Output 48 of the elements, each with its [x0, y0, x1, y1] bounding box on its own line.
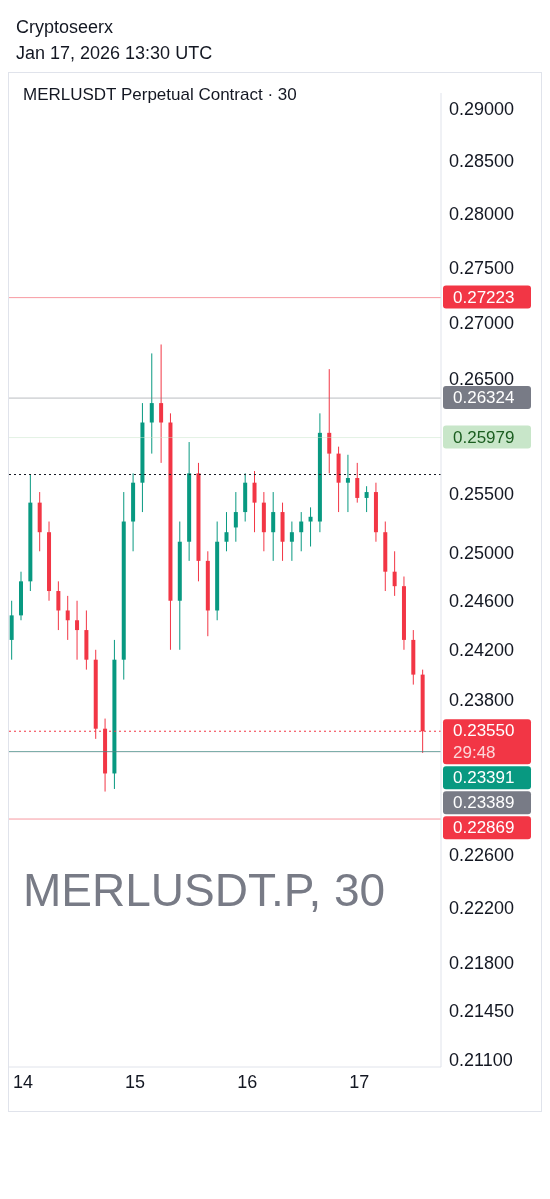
- chart-subtitle: Cryptoseerx: [16, 16, 115, 39]
- y-tick-label: 0.29000: [449, 98, 515, 119]
- candlestick: [289, 521, 294, 562]
- y-tick-label: 0.21450: [449, 1001, 515, 1022]
- y-tick-label: 0.28500: [449, 150, 515, 171]
- candlestick: [308, 506, 313, 547]
- ref-line-label: 0.25979: [453, 427, 515, 447]
- y-tick-label: 0.24200: [449, 640, 515, 661]
- candlestick: [252, 470, 257, 533]
- chart-title: MERLUSDT Perpetual Contract · 30: [23, 85, 297, 105]
- ref-line-label: 0.23550 29:48: [453, 721, 515, 763]
- y-tick-label: 0.26500: [449, 368, 515, 389]
- x-tick-label: 17: [349, 1071, 370, 1092]
- y-tick-label: 0.24600: [449, 591, 515, 612]
- ref-line-label: 0.23391: [453, 768, 515, 788]
- candlestick: [233, 491, 238, 543]
- y-tick-label: 0.22200: [449, 898, 515, 919]
- candlestick: [65, 595, 70, 641]
- candlestick: [149, 352, 154, 455]
- ref-line-label: 0.26324: [453, 388, 515, 408]
- ref-line-label: 0.27223: [453, 287, 515, 307]
- y-tick-label: 0.25000: [449, 542, 515, 563]
- text: Jan 17, 2026 13:30 UTC: [16, 42, 214, 65]
- y-tick-label: 0.22600: [449, 844, 515, 865]
- candlestick: [271, 491, 276, 562]
- y-tick-label: 0.28000: [449, 203, 515, 224]
- y-tick-label: 0.23800: [449, 690, 515, 711]
- x-tick-label: 14: [13, 1071, 34, 1092]
- candlestick: [299, 511, 304, 552]
- candlestick: [392, 550, 397, 597]
- candlestick: [159, 343, 164, 464]
- y-tick-label: 0.27500: [449, 257, 515, 278]
- candlestick: [345, 454, 350, 513]
- candlestick: [75, 600, 80, 661]
- y-tick-label: 0.21100: [449, 1050, 513, 1071]
- y-tick-label: 0.27000: [449, 312, 515, 333]
- candlestick: [327, 368, 332, 474]
- ref-line-label: 0.22869: [453, 818, 515, 838]
- x-tick-label: 15: [125, 1071, 146, 1092]
- annotation: MERLUSDT.P, 30: [23, 863, 386, 917]
- candlestick: [56, 580, 61, 631]
- ref-line-label: 0.23389: [453, 793, 515, 813]
- x-tick-label: 16: [237, 1071, 258, 1092]
- y-tick-label: 0.21800: [449, 952, 515, 973]
- y-tick-label: 0.25500: [449, 483, 515, 504]
- candlestick: [364, 485, 369, 513]
- candlestick: [224, 511, 229, 552]
- candlestick: [355, 462, 360, 504]
